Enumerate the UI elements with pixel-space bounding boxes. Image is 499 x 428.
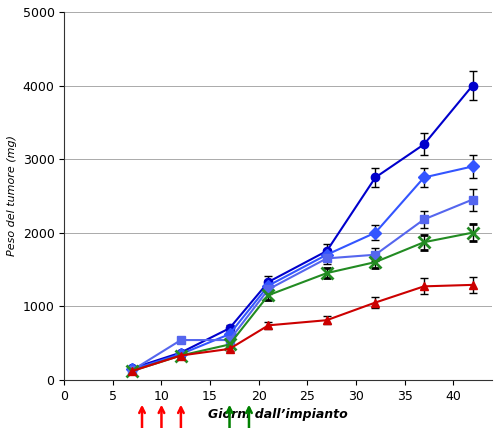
Y-axis label: Peso del tumore (mg): Peso del tumore (mg)	[7, 135, 17, 256]
X-axis label: Giorni dall’impianto: Giorni dall’impianto	[208, 408, 348, 421]
